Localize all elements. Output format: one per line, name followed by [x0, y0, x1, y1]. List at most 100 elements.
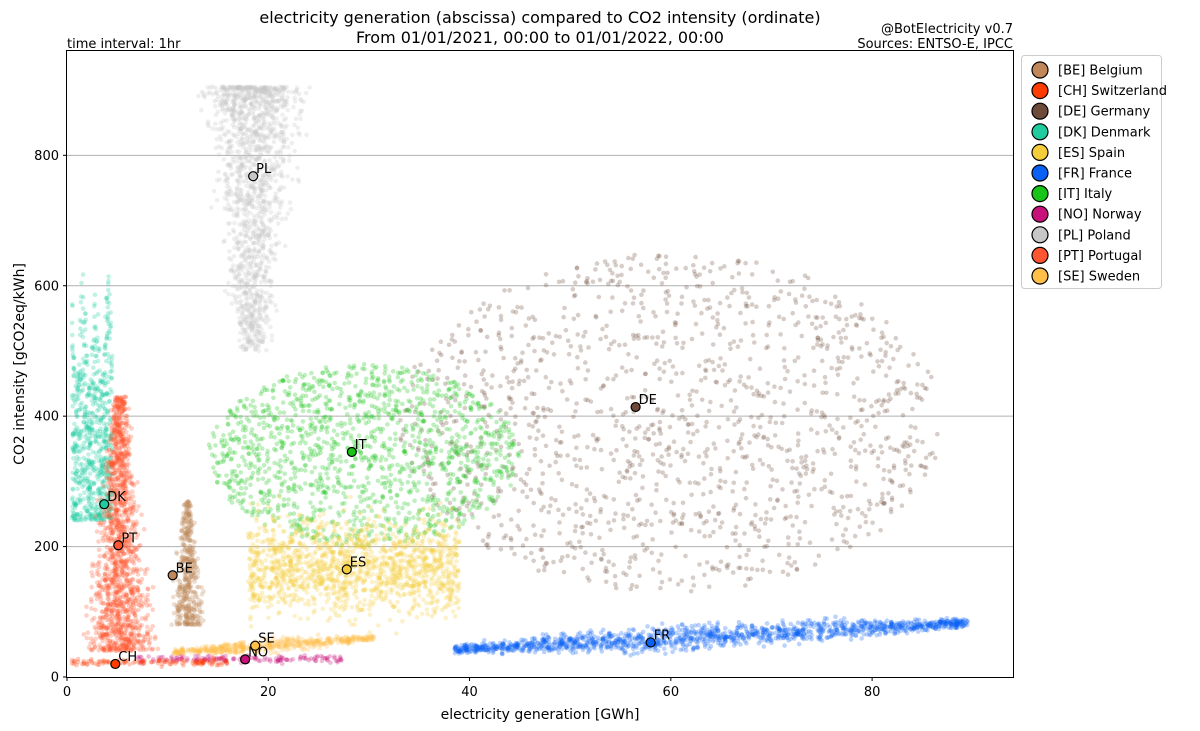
scatter-point — [504, 375, 510, 380]
scatter-point — [343, 405, 348, 411]
chart-title-line2: From 01/01/2021, 00:00 to 01/01/2022, 00… — [356, 28, 724, 47]
scatter-point — [743, 321, 748, 326]
scatter-point — [726, 562, 731, 567]
scatter-point — [253, 106, 258, 112]
scatter-point — [835, 372, 841, 378]
scatter-point — [246, 201, 251, 206]
scatter-point — [697, 284, 703, 289]
scatter-point — [453, 397, 458, 403]
scatter-point — [901, 380, 906, 386]
scatter-point — [477, 307, 483, 312]
scatter-point — [239, 279, 245, 285]
scatter-clouds — [69, 84, 970, 670]
scatter-point — [557, 440, 563, 445]
scatter-point — [451, 486, 456, 491]
scatter-point — [899, 503, 905, 509]
scatter-point — [366, 459, 372, 464]
scatter-point — [875, 359, 880, 364]
scatter-point — [674, 371, 679, 376]
scatter-point — [896, 378, 901, 384]
scatter-point — [642, 371, 648, 377]
scatter-point — [510, 400, 515, 406]
scatter-point — [743, 495, 749, 501]
scatter-point — [802, 273, 808, 279]
scatter-point — [608, 527, 613, 533]
scatter-point — [236, 207, 242, 213]
scatter-point — [232, 101, 237, 107]
scatter-point — [691, 263, 696, 268]
scatter-point — [243, 155, 249, 161]
scatter-point — [531, 500, 536, 506]
scatter-point — [264, 480, 269, 486]
scatter-point — [270, 112, 275, 118]
scatter-point — [506, 395, 512, 400]
scatter-point — [900, 483, 906, 488]
scatter-point — [234, 84, 240, 90]
scatter-point — [776, 552, 782, 558]
scatter-point — [627, 460, 633, 466]
scatter-point — [255, 323, 261, 329]
scatter-point — [603, 579, 609, 585]
scatter-point — [236, 194, 241, 200]
scatter-point — [234, 286, 240, 292]
scatter-point — [221, 239, 226, 245]
scatter-point — [619, 272, 624, 278]
scatter-point — [672, 322, 678, 328]
scatter-point — [236, 169, 241, 174]
scatter-point — [447, 526, 453, 531]
scatter-point — [376, 537, 382, 542]
scatter-point — [642, 388, 648, 393]
scatter-point — [258, 294, 263, 300]
scatter-point — [241, 100, 247, 105]
scatter-point — [534, 436, 539, 442]
scatter-point — [264, 459, 270, 464]
scatter-point — [253, 87, 258, 92]
scatter-point — [349, 471, 355, 477]
scatter-point — [264, 233, 269, 238]
scatter-point — [355, 413, 361, 418]
scatter-point — [385, 503, 390, 509]
scatter-point — [431, 461, 436, 466]
scatter-point — [694, 274, 699, 279]
scatter-point — [407, 442, 413, 448]
scatter-point — [693, 511, 698, 517]
scatter-point — [284, 374, 290, 379]
scatter-point — [218, 88, 223, 93]
scatter-point — [238, 126, 244, 132]
scatter-point — [855, 418, 861, 424]
scatter-point — [571, 316, 577, 322]
scatter-point — [583, 377, 588, 382]
scatter-point — [235, 481, 241, 486]
scatter-point — [860, 407, 865, 413]
scatter-point — [207, 445, 213, 451]
scatter-point — [586, 578, 592, 583]
scatter-point — [239, 165, 244, 170]
scatter-point — [259, 182, 265, 187]
scatter-point — [257, 302, 263, 308]
scatter-point — [280, 112, 285, 118]
scatter-point — [242, 85, 248, 91]
scatter-point — [719, 520, 725, 525]
scatter-point — [393, 500, 399, 505]
scatter-point — [577, 539, 582, 545]
scatter-point — [236, 437, 242, 442]
scatter-point — [498, 488, 504, 494]
scatter-point — [243, 97, 248, 102]
scatter-point — [441, 528, 446, 533]
scatter-point — [389, 463, 395, 468]
scatter-point — [452, 449, 458, 454]
scatter-point — [725, 565, 730, 571]
scatter-point — [788, 514, 793, 519]
scatter-point — [255, 323, 261, 329]
scatter-point — [795, 500, 800, 506]
scatter-point — [464, 441, 470, 447]
scatter-point — [598, 409, 604, 414]
scatter-point — [352, 622, 357, 628]
scatter-point — [581, 334, 586, 339]
scatter-point — [418, 362, 423, 368]
scatter-point — [696, 363, 702, 369]
scatter-point — [400, 401, 405, 407]
scatter-point — [639, 300, 644, 306]
scatter-point — [366, 419, 372, 424]
scatter-point — [235, 306, 240, 311]
